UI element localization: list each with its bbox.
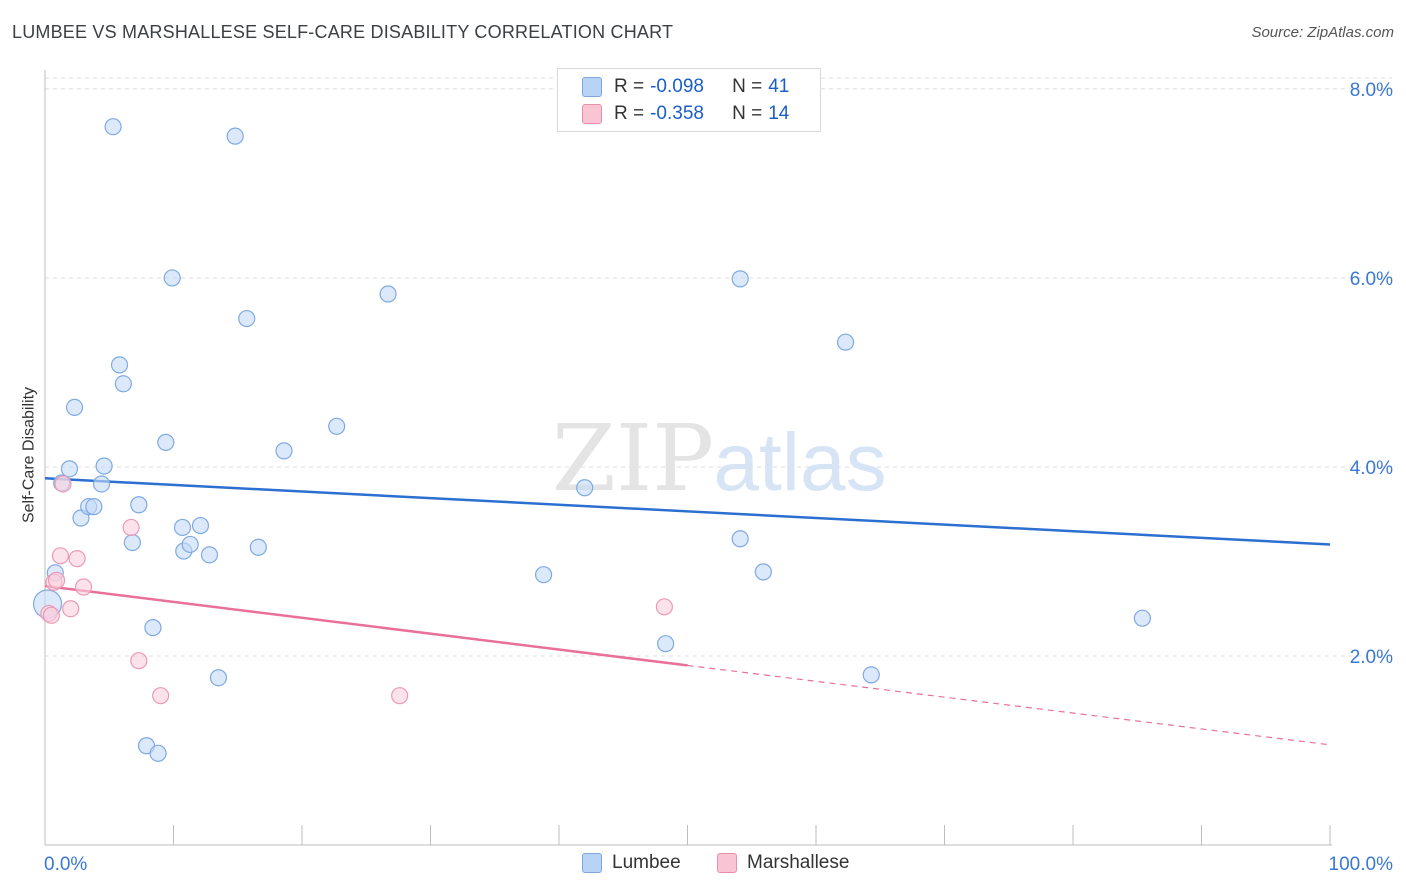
point-lumbee bbox=[836, 333, 855, 351]
point-lumbee bbox=[157, 433, 175, 451]
legend-r-value: -0.098 bbox=[650, 76, 704, 97]
point-lumbee bbox=[731, 270, 749, 288]
series-legend-lumbee[interactable]: Lumbee bbox=[582, 852, 681, 874]
point-marshallese bbox=[68, 550, 86, 568]
series-legend: Lumbee Marshallese bbox=[0, 852, 1406, 878]
point-marshallese bbox=[74, 578, 93, 596]
x-tick-label: 0.0% bbox=[44, 854, 87, 875]
legend-r-label: R = bbox=[614, 103, 645, 124]
watermark-atlas: atlas bbox=[713, 417, 886, 508]
axes bbox=[44, 70, 1332, 846]
point-lumbee bbox=[85, 498, 103, 516]
watermark: ZIP atlas bbox=[552, 405, 887, 512]
point-lumbee bbox=[191, 516, 210, 535]
series-swatch-marshallese bbox=[717, 853, 737, 873]
y-tick-label: 6.0% bbox=[1350, 269, 1393, 290]
series-legend-marshallese[interactable]: Marshallese bbox=[717, 852, 849, 874]
point-lumbee bbox=[379, 285, 397, 303]
point-lumbee bbox=[328, 417, 346, 435]
y-tick-labels: 2.0% 4.0% 6.0% 8.0% bbox=[1350, 80, 1393, 668]
y-tick-label: 2.0% bbox=[1350, 647, 1393, 668]
point-lumbee bbox=[123, 533, 141, 552]
point-marshallese bbox=[51, 547, 70, 565]
point-lumbee bbox=[92, 475, 111, 493]
point-marshallese bbox=[655, 598, 673, 616]
point-marshallese bbox=[130, 652, 148, 670]
point-lumbee bbox=[181, 535, 199, 554]
point-lumbee bbox=[114, 375, 132, 393]
chart-title: LUMBEE VS MARSHALLESE SELF-CARE DISABILI… bbox=[12, 22, 674, 42]
point-lumbee bbox=[731, 530, 749, 548]
point-lumbee bbox=[275, 442, 293, 460]
point-lumbee bbox=[173, 518, 192, 537]
source-credit: Source: ZipAtlas.com bbox=[1251, 24, 1394, 41]
point-lumbee bbox=[754, 563, 772, 581]
point-lumbee bbox=[65, 398, 84, 417]
point-lumbee bbox=[104, 118, 122, 136]
legend-n-value: 14 bbox=[768, 103, 790, 124]
trend-lines bbox=[44, 477, 1331, 746]
point-lumbee bbox=[95, 457, 113, 475]
y-axis-label: Self-Care Disability bbox=[20, 386, 38, 524]
legend-r-value: -0.358 bbox=[650, 103, 704, 124]
point-lumbee bbox=[226, 127, 244, 145]
trend-line-marshallese bbox=[44, 584, 688, 667]
point-lumbee bbox=[1133, 609, 1151, 627]
point-marshallese bbox=[152, 687, 170, 705]
point-lumbee bbox=[249, 538, 267, 556]
legend-row-lumbee: R = -0.098 N = 41 bbox=[582, 75, 789, 99]
point-lumbee bbox=[657, 635, 675, 653]
point-lumbee bbox=[130, 496, 148, 514]
trend-line-lumbee bbox=[44, 477, 1331, 546]
point-lumbee bbox=[534, 566, 553, 584]
point-lumbee bbox=[110, 356, 129, 374]
point-lumbee bbox=[149, 744, 167, 762]
series-swatch-lumbee bbox=[582, 853, 602, 873]
legend: R = -0.098 N = 41 R = -0.358 N = 14 bbox=[557, 68, 821, 132]
point-lumbee bbox=[862, 666, 880, 684]
point-lumbee bbox=[60, 460, 79, 478]
legend-swatch-lumbee bbox=[582, 77, 602, 97]
legend-row-marshallese: R = -0.358 N = 14 bbox=[582, 102, 789, 126]
point-marshallese bbox=[122, 518, 140, 537]
legend-n-label: N = bbox=[732, 76, 763, 97]
y-tick-label: 4.0% bbox=[1350, 458, 1393, 479]
legend-n-value: 41 bbox=[768, 76, 790, 97]
legend-n-label: N = bbox=[732, 103, 763, 124]
point-marshallese bbox=[54, 475, 72, 493]
data-points bbox=[32, 118, 1151, 762]
legend-swatch-marshallese bbox=[582, 104, 602, 124]
x-tick-labels: 0.0% 100.0% bbox=[44, 854, 1393, 875]
series-name-lumbee: Lumbee bbox=[612, 852, 681, 873]
y-tick-label: 8.0% bbox=[1350, 80, 1393, 101]
point-marshallese bbox=[42, 606, 61, 624]
trend-line-marshallese-extension bbox=[687, 664, 1331, 746]
gridlines bbox=[45, 77, 1392, 657]
point-lumbee bbox=[200, 546, 219, 564]
point-marshallese bbox=[47, 571, 66, 589]
watermark-zip: ZIP bbox=[552, 405, 714, 512]
series-name-marshallese: Marshallese bbox=[747, 852, 850, 873]
point-marshallese bbox=[62, 600, 80, 618]
x-tick-label: 100.0% bbox=[1329, 854, 1394, 875]
point-lumbee bbox=[238, 309, 256, 328]
point-lumbee bbox=[163, 269, 181, 287]
point-marshallese bbox=[391, 687, 409, 705]
point-lumbee bbox=[209, 669, 228, 687]
point-lumbee bbox=[144, 619, 162, 637]
legend-r-label: R = bbox=[614, 76, 645, 97]
point-lumbee bbox=[576, 479, 594, 497]
